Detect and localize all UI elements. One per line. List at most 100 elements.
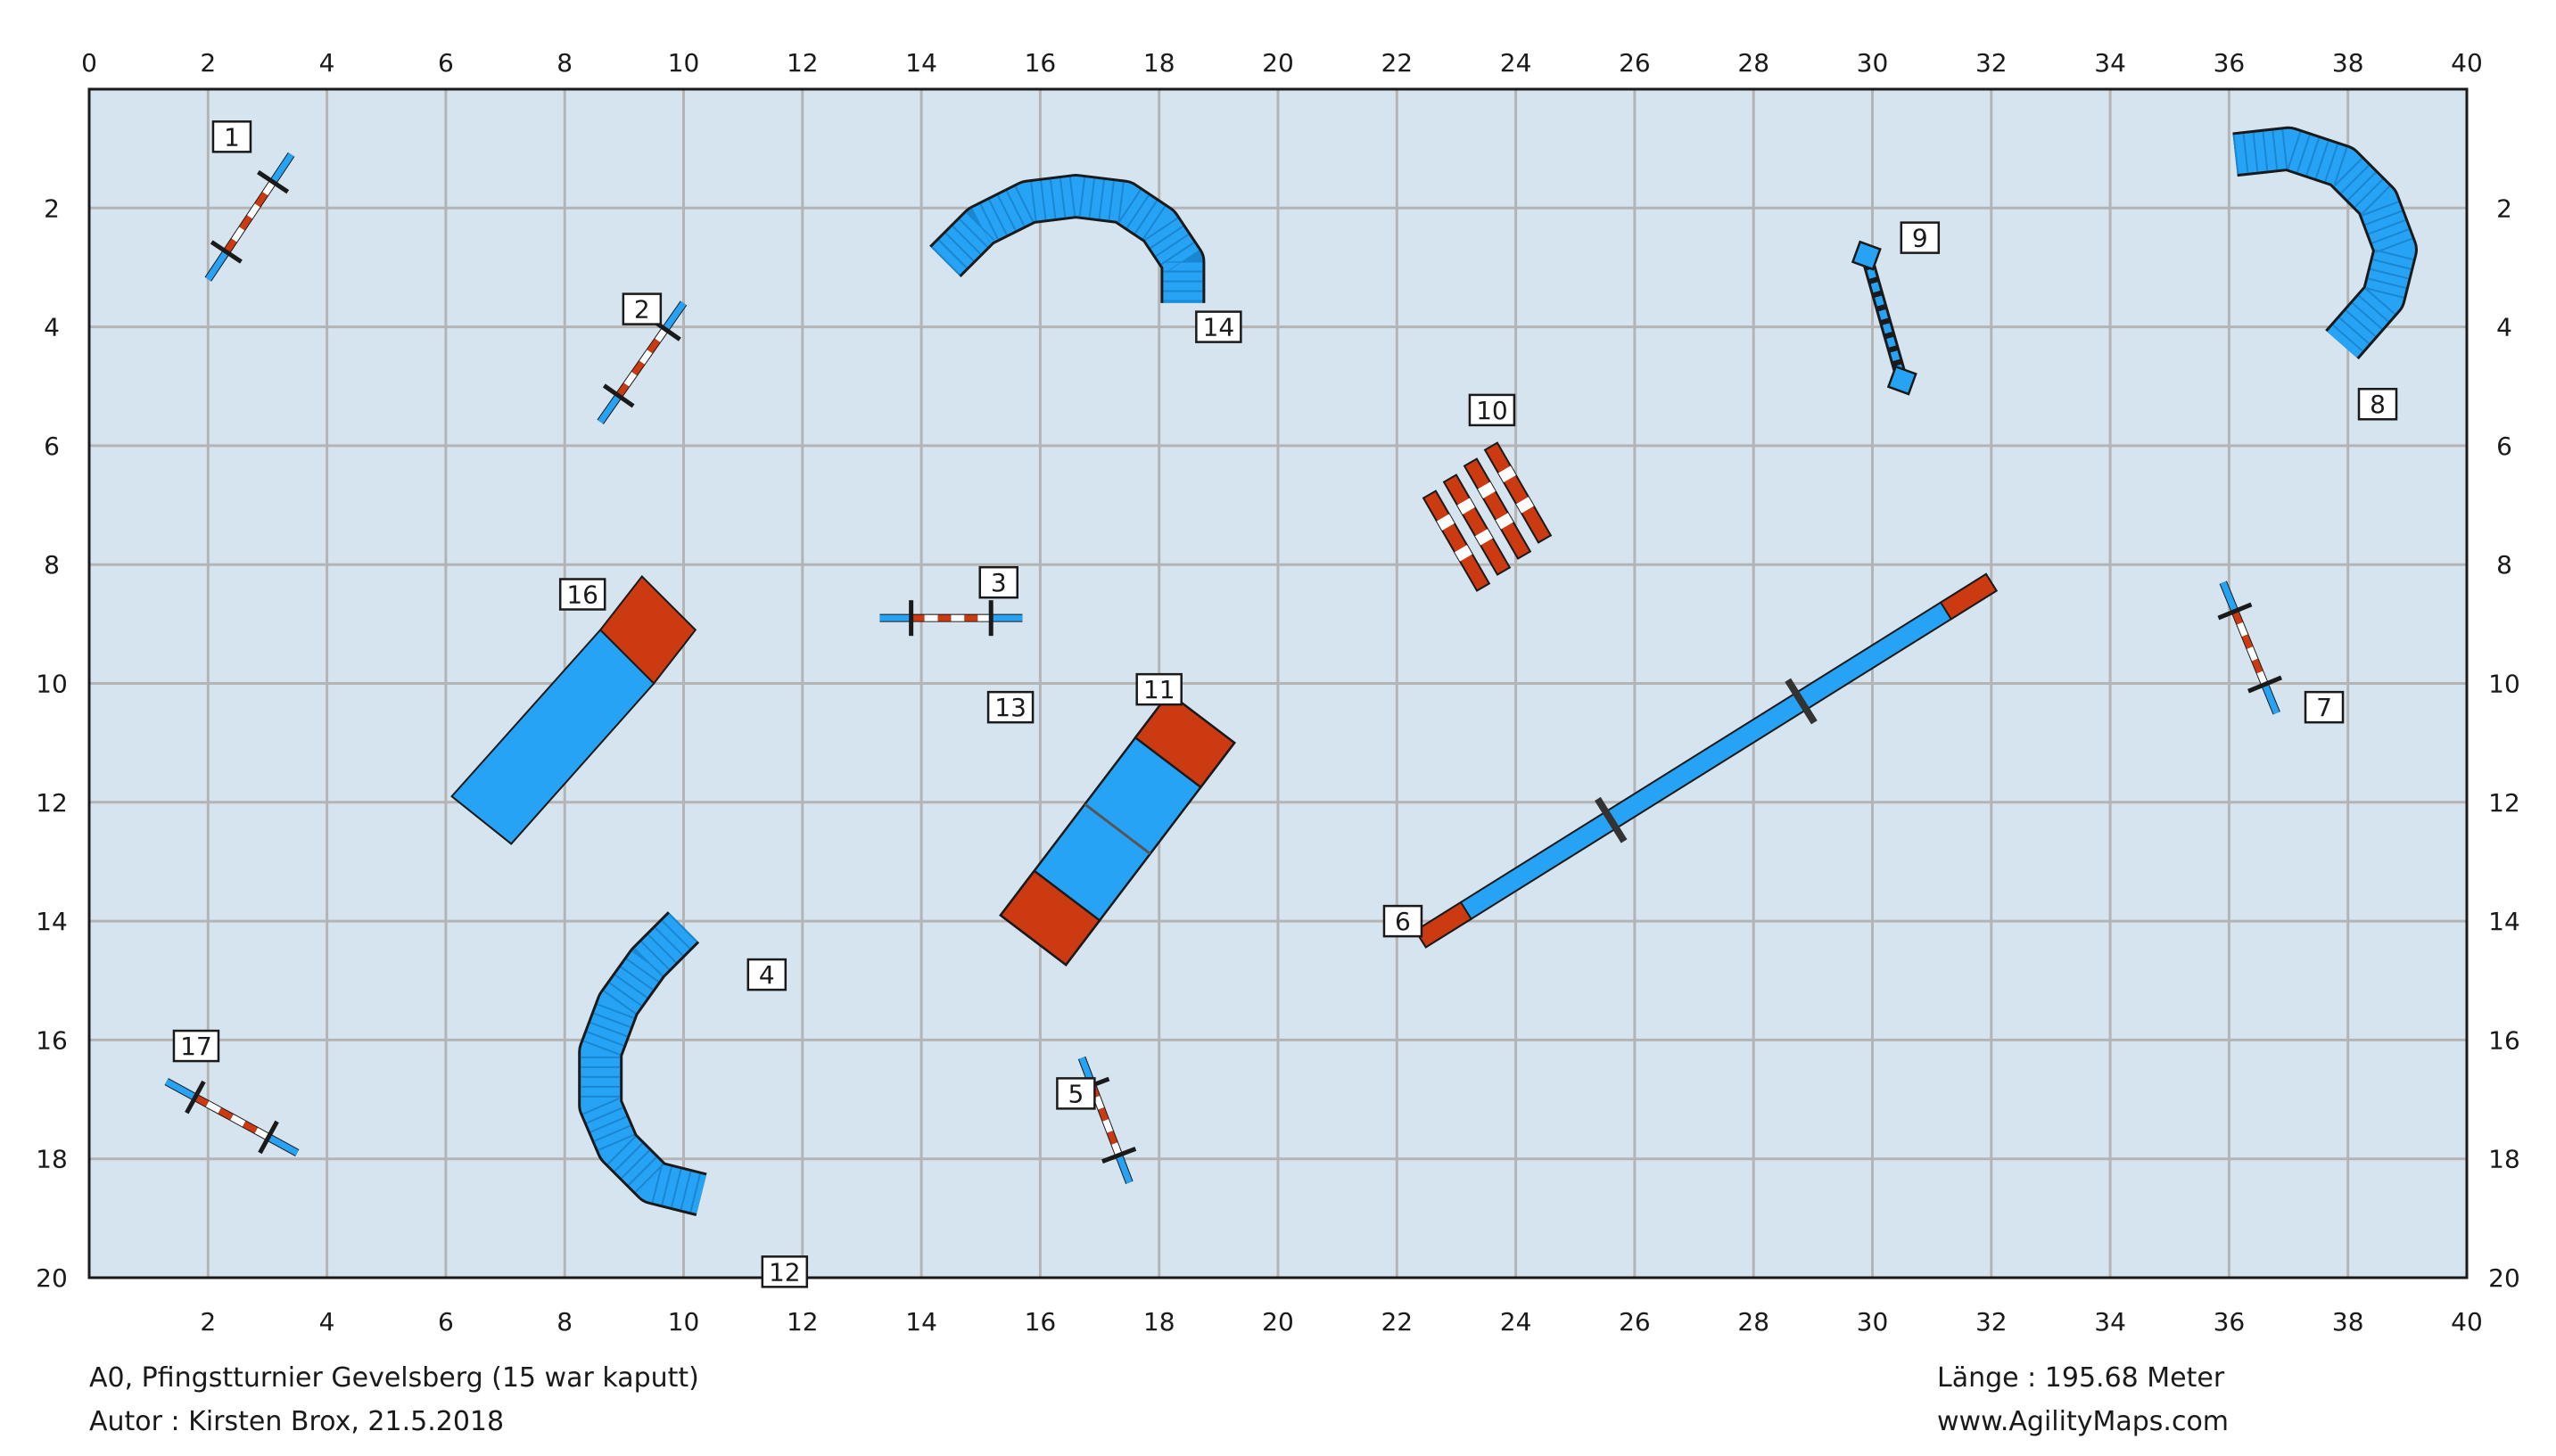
long-jump-stripe <box>1457 498 1475 514</box>
x-tick-label: 16 <box>1025 1307 1057 1337</box>
tyre-foot <box>1886 365 1917 396</box>
x-tick-label: 30 <box>1857 1307 1889 1337</box>
y-axis-right: 2 4 6 8 10 12 14 16 18 20 <box>2488 193 2520 1293</box>
obstacle-number-12: 12 <box>769 1257 801 1287</box>
hurdle-wing <box>270 152 294 185</box>
hurdle-wing <box>663 300 687 332</box>
long-jump-stripe <box>1496 513 1513 530</box>
course-website: www.AgilityMaps.com <box>1937 1406 2230 1437</box>
x-tick-label: 32 <box>1975 1307 2008 1337</box>
x-tick-label: 2 <box>200 1307 216 1337</box>
course-title: A0, Pfingstturnier Gevelsberg (15 war ka… <box>89 1362 699 1394</box>
label-box <box>1468 393 1516 427</box>
x-tick-label: 34 <box>2094 1307 2126 1337</box>
hurdle-bar <box>2241 634 2253 649</box>
x-tick-label: 22 <box>1381 48 1413 78</box>
label-box <box>986 690 1035 724</box>
obstacle-number-6: 6 <box>1395 907 1411 936</box>
dogwalk-support <box>1785 678 1818 725</box>
dogwalk-contact <box>1414 901 1473 949</box>
y-tick-label: 18 <box>2488 1145 2520 1174</box>
hurdle-bar <box>655 327 668 342</box>
x-tick-label: 18 <box>1143 48 1175 78</box>
label-box <box>211 120 252 153</box>
x-tick-label: 24 <box>1500 48 1532 78</box>
hurdle-bar <box>239 215 252 231</box>
y-tick-label: 6 <box>44 432 60 461</box>
hurdle-bar <box>230 1114 246 1127</box>
x-axis-top: 0 2 4 6 8 10 12 14 16 18 20 22 24 26 28 30 32 34 36 38 40 <box>81 48 2483 78</box>
x-tick-label: 36 <box>2214 48 2246 78</box>
label-box <box>558 578 606 611</box>
y-tick-label: 12 <box>36 788 68 818</box>
x-tick-label: 14 <box>905 48 937 78</box>
y-tick-label: 8 <box>44 550 60 580</box>
hurdle-bar <box>631 360 645 376</box>
obstacle-number-10: 10 <box>1476 396 1508 425</box>
hurdle-bar <box>2252 658 2263 674</box>
hurdle-post <box>258 1120 279 1155</box>
hurdle-bar <box>262 180 276 196</box>
hurdle-wing <box>164 1078 197 1100</box>
x-tick-label: 6 <box>438 48 454 78</box>
hurdle-wing <box>205 250 229 282</box>
obstacles <box>164 126 2418 1216</box>
hurdle-bar <box>2247 646 2258 662</box>
label-box <box>1900 221 1941 254</box>
obstacle-number-13: 13 <box>994 693 1027 722</box>
x-tick-label: 38 <box>2332 1307 2364 1337</box>
y-tick-label: 16 <box>36 1025 68 1055</box>
tyre-foot-group <box>1851 240 1882 271</box>
hurdle-post <box>210 240 243 264</box>
long-jump-stripe <box>1475 529 1493 546</box>
hurdle-bar <box>1093 1096 1105 1110</box>
hurdle-bar <box>1102 1119 1113 1133</box>
a-frame-contact <box>999 868 1101 967</box>
hurdle-bar <box>194 1094 210 1107</box>
x-tick-label: 28 <box>1737 1307 1769 1337</box>
hurdle-bar <box>247 203 260 219</box>
long-jump-board <box>1483 441 1553 544</box>
hurdle-post <box>257 169 290 194</box>
tyre-foot-group <box>1886 365 1917 396</box>
y-tick-label: 14 <box>36 907 68 936</box>
tunnel-ribs <box>931 177 1203 303</box>
hurdle-bar <box>223 238 237 254</box>
label-box <box>622 292 663 325</box>
tunnel-body <box>2232 128 2415 358</box>
x-tick-label: 8 <box>557 1307 573 1337</box>
label-box <box>2357 387 2398 421</box>
long-jump-board <box>1442 473 1512 576</box>
hurdle-bar <box>1107 1131 1117 1145</box>
obstacle-number-2: 2 <box>634 295 650 325</box>
y-tick-label: 2 <box>44 193 60 223</box>
long-jump-stripe <box>1437 514 1455 531</box>
wall-top <box>598 575 697 686</box>
x-tick-label: 40 <box>2451 1307 2483 1337</box>
x-tick-label: 30 <box>1857 48 1889 78</box>
x-axis-bottom: 2 4 6 8 10 12 14 16 18 20 22 24 26 28 30 32 34 36 38 40 <box>200 1307 2482 1337</box>
x-tick-label: 36 <box>2214 1307 2246 1337</box>
x-tick-label: 10 <box>668 1307 700 1337</box>
x-tick-label: 12 <box>787 1307 819 1337</box>
tunnel-ribs <box>581 913 706 1214</box>
long-jump-board-group <box>1422 489 1491 592</box>
hurdle-post <box>602 383 635 408</box>
x-tick-label: 6 <box>438 1307 454 1337</box>
y-tick-label: 20 <box>2488 1263 2520 1293</box>
x-tick-label: 24 <box>1500 1307 1532 1337</box>
hurdle-bar <box>2237 621 2248 638</box>
x-tick-label: 32 <box>1975 48 2008 78</box>
x-tick-label: 20 <box>1262 1307 1294 1337</box>
long-jump-stripe <box>1478 481 1496 498</box>
obstacle-number-3: 3 <box>991 568 1007 597</box>
x-tick-label: 16 <box>1025 48 1057 78</box>
x-tick-label: 2 <box>200 48 216 78</box>
label-box <box>1135 672 1183 706</box>
x-tick-label: 10 <box>668 48 700 78</box>
label-box <box>1195 310 1242 343</box>
dogwalk-support <box>1595 796 1628 843</box>
y-tick-label: 4 <box>2496 313 2512 342</box>
y-tick-label: 12 <box>2488 788 2520 818</box>
long-jump-stripe <box>1498 465 1516 482</box>
